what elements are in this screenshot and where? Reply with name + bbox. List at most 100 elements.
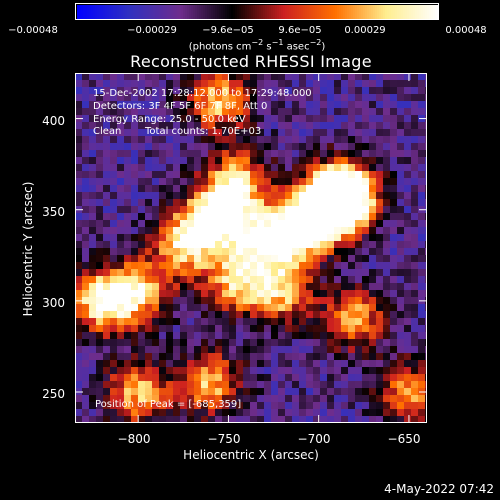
heatmap-cell xyxy=(292,409,300,417)
heatmap-cell xyxy=(138,87,146,95)
heatmap-cell xyxy=(96,115,104,123)
heatmap-cell xyxy=(103,122,111,130)
heatmap-cell xyxy=(278,290,286,298)
heatmap-cell xyxy=(180,381,188,389)
heatmap-cell xyxy=(166,220,174,228)
heatmap-cell xyxy=(194,220,202,228)
heatmap-cell xyxy=(418,395,426,403)
heatmap-cell xyxy=(320,290,328,298)
heatmap-cell xyxy=(390,416,398,423)
heatmap-cell xyxy=(271,129,279,137)
x-axis-label: Heliocentric X (arcsec) xyxy=(183,448,319,462)
heatmap-cell xyxy=(236,395,244,403)
heatmap-cell xyxy=(348,304,356,312)
heatmap-cell xyxy=(348,129,356,137)
heatmap-cell xyxy=(271,360,279,368)
colorbar-swatch xyxy=(229,5,232,19)
heatmap-cell xyxy=(341,304,349,312)
heatmap-cell xyxy=(404,297,412,305)
heatmap-cell xyxy=(110,150,118,158)
heatmap-cell xyxy=(348,395,356,403)
heatmap-cell xyxy=(299,94,307,102)
heatmap-cell xyxy=(418,150,426,158)
heatmap-cell xyxy=(117,129,125,137)
heatmap-cell xyxy=(278,353,286,361)
heatmap-cell xyxy=(110,276,118,284)
heatmap-cell xyxy=(215,304,223,312)
heatmap-cell xyxy=(124,73,132,81)
heatmap-cell xyxy=(355,108,363,116)
colorbar-swatch xyxy=(331,5,334,19)
heatmap-cell xyxy=(376,332,384,340)
heatmap-cell xyxy=(229,395,237,403)
heatmap-cell xyxy=(383,311,391,319)
heatmap-cell xyxy=(75,220,83,228)
colorbar-swatch xyxy=(251,5,254,19)
heatmap-cell xyxy=(187,115,195,123)
heatmap-cell xyxy=(159,143,167,151)
heatmap-cell xyxy=(320,416,328,423)
heatmap-cell xyxy=(89,388,97,396)
heatmap-cell xyxy=(292,185,300,193)
heatmap-cell xyxy=(243,227,251,235)
heatmap-cell xyxy=(117,136,125,144)
heatmap-cell xyxy=(215,234,223,242)
heatmap-cell xyxy=(306,332,314,340)
heatmap-cell xyxy=(201,332,209,340)
heatmap-cell xyxy=(229,409,237,417)
heatmap-cell xyxy=(145,374,153,382)
heatmap-cell xyxy=(383,325,391,333)
heatmap-cell xyxy=(369,262,377,270)
heatmap-cell xyxy=(278,402,286,410)
heatmap-cell xyxy=(376,353,384,361)
heatmap-cell xyxy=(243,73,251,81)
heatmap-cell xyxy=(243,164,251,172)
heatmap-cell xyxy=(180,304,188,312)
colorbar-swatch xyxy=(143,5,146,19)
heatmap-cell xyxy=(82,388,90,396)
heatmap-cell xyxy=(320,73,328,81)
heatmap-cell xyxy=(89,402,97,410)
heatmap-cell xyxy=(201,94,209,102)
heatmap-cell xyxy=(271,297,279,305)
heatmap-cell xyxy=(250,311,258,319)
heatmap-cell xyxy=(159,395,167,403)
heatmap-cell xyxy=(124,381,132,389)
heatmap-cell xyxy=(131,185,139,193)
colorbar-swatch xyxy=(405,5,408,19)
heatmap-cell xyxy=(320,318,328,326)
heatmap-cell xyxy=(124,325,132,333)
heatmap-cell xyxy=(110,171,118,179)
heatmap-cell xyxy=(89,367,97,375)
heatmap-cell xyxy=(327,227,335,235)
heatmap-cell xyxy=(397,339,405,347)
heatmap-cell xyxy=(292,115,300,123)
heatmap-cell xyxy=(117,388,125,396)
heatmap-cell xyxy=(124,234,132,242)
heatmap-cell xyxy=(376,206,384,214)
colorbar-swatch xyxy=(263,5,266,19)
heatmap-cell xyxy=(313,416,321,423)
heatmap-cell xyxy=(306,171,314,179)
heatmap-cell xyxy=(187,213,195,221)
heatmap-cell xyxy=(222,164,230,172)
heatmap-cell xyxy=(138,318,146,326)
heatmap-cell xyxy=(390,136,398,144)
heatmap-cell xyxy=(362,143,370,151)
colorbar-swatch xyxy=(147,5,150,19)
heatmap-cell xyxy=(222,339,230,347)
heatmap-cell xyxy=(110,360,118,368)
heatmap-cell xyxy=(411,220,419,228)
heatmap-cell xyxy=(75,241,83,249)
heatmap-cell xyxy=(341,150,349,158)
heatmap-cell xyxy=(257,157,265,165)
heatmap-cell xyxy=(187,122,195,130)
heatmap-cell xyxy=(334,220,342,228)
heatmap-cell xyxy=(236,416,244,423)
heatmap-cell xyxy=(173,101,181,109)
heatmap-cell xyxy=(383,227,391,235)
heatmap-cell xyxy=(390,262,398,270)
heatmap-cell xyxy=(390,143,398,151)
heatmap-cell xyxy=(222,388,230,396)
heatmap-cell xyxy=(257,73,265,81)
